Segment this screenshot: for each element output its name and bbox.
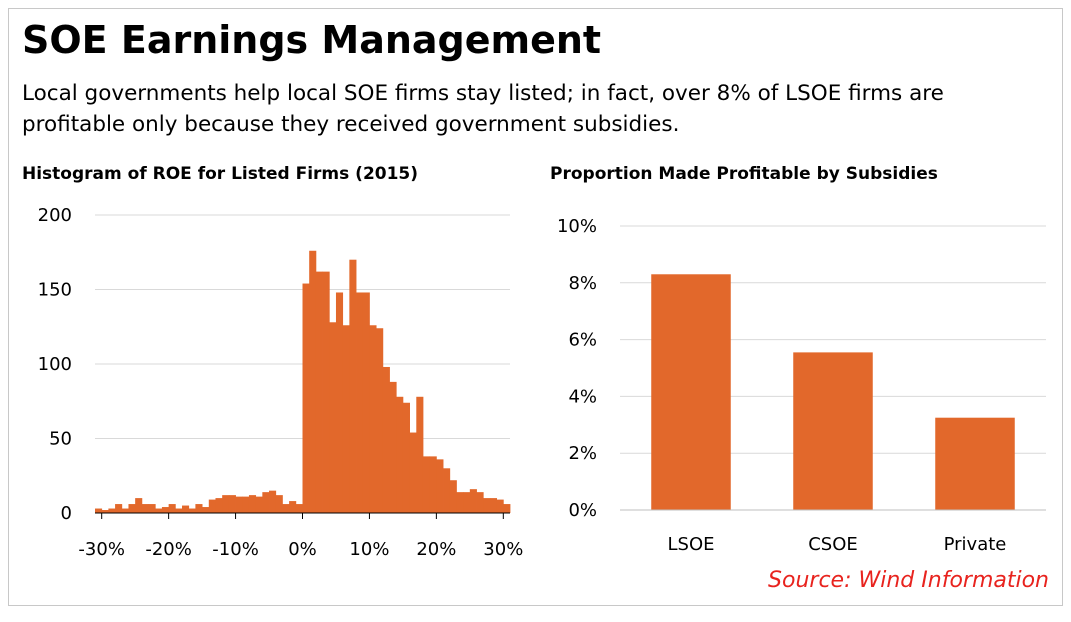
- bar-chart-category-label: LSOE: [668, 534, 715, 555]
- histogram-bar: [269, 490, 277, 513]
- histogram-bar: [469, 489, 477, 513]
- bar-chart-y-tick-label: 8%: [568, 273, 597, 294]
- histogram-bar: [309, 250, 317, 513]
- roe-histogram: 0 50 100 150 200 -30% -20% -10% 0% 10% 20% 30%: [38, 205, 524, 560]
- histogram-bar: [228, 495, 236, 513]
- histogram-x-tick-label: 0%: [288, 539, 317, 560]
- histogram-bar: [503, 504, 511, 513]
- histogram-bar: [275, 495, 283, 513]
- source-note: Source: Wind Information: [768, 568, 1049, 593]
- histogram-bar: [248, 495, 257, 513]
- histogram-title: Histogram of ROE for Listed Firms (2015): [22, 164, 419, 184]
- histogram-bar: [188, 508, 196, 513]
- histogram-bar: [195, 504, 203, 513]
- histogram-bar: [121, 508, 129, 513]
- histogram-bar: [402, 402, 410, 513]
- histogram-bar: [148, 504, 156, 513]
- histogram-bar: [463, 492, 471, 513]
- histogram-bar: [322, 271, 330, 513]
- histogram-bar: [255, 496, 263, 513]
- histogram-bar: [349, 259, 357, 513]
- histogram-bar: [335, 292, 344, 513]
- histogram-bar: [382, 366, 390, 513]
- histogram-bar: [422, 456, 431, 513]
- page-subtitle: Local governments help local SOE firms s…: [22, 81, 944, 137]
- histogram-bar: [108, 508, 116, 513]
- page-title: SOE Earnings Management: [22, 18, 602, 62]
- histogram-bar: [429, 456, 437, 513]
- histogram-bar: [443, 468, 451, 513]
- histogram-bar: [396, 396, 404, 513]
- histogram-x-tick-label: -30%: [78, 539, 125, 560]
- histogram-x-tick-label: 30%: [483, 539, 523, 560]
- histogram-y-tick-label: 150: [38, 280, 72, 301]
- bar-chart-y-tick-label: 10%: [557, 216, 597, 237]
- histogram-bar: [342, 325, 350, 513]
- histogram-bar: [262, 492, 270, 513]
- histogram-bar: [369, 325, 377, 513]
- histogram-x-tick-label: -10%: [212, 539, 259, 560]
- histogram-y-tick-label: 0: [61, 503, 72, 524]
- bar-chart-title: Proportion Made Profitable by Subsidies: [550, 164, 938, 184]
- bar-private: [935, 417, 1015, 510]
- histogram-bar: [155, 508, 163, 513]
- histogram-bar: [202, 507, 210, 513]
- histogram-bar: [416, 396, 424, 513]
- bar-chart-y-tick-label: 4%: [568, 386, 597, 407]
- bar-lsoe: [651, 274, 731, 510]
- histogram-bar: [436, 459, 444, 513]
- histogram-bar: [168, 504, 176, 513]
- histogram-x-tick-label: 20%: [416, 539, 456, 560]
- histogram-bar: [456, 492, 464, 513]
- histogram-bar: [489, 498, 498, 513]
- histogram-bar: [141, 504, 149, 513]
- histogram-bar: [315, 271, 323, 513]
- histogram-bar: [242, 496, 250, 513]
- histogram-bar: [235, 496, 243, 513]
- subsidy-bar-chart: 0% 2% 4% 6% 8% 10% LSOE CSOE Private: [557, 216, 1046, 555]
- histogram-bar: [128, 504, 136, 513]
- histogram-bar: [483, 498, 491, 513]
- histogram-bar: [302, 283, 310, 513]
- histogram-bar: [175, 508, 183, 513]
- histogram-y-tick-label: 100: [38, 354, 72, 375]
- histogram-bar: [161, 507, 170, 513]
- histogram-bar: [101, 510, 109, 513]
- bar-chart-y-tick-label: 2%: [568, 443, 597, 464]
- histogram-x-tick-label: -20%: [145, 539, 192, 560]
- histogram-bar: [389, 381, 397, 513]
- histogram-bar: [329, 322, 337, 513]
- histogram-y-tick-label: 50: [49, 429, 72, 450]
- bar-chart-y-tick-label: 6%: [568, 330, 597, 351]
- histogram-bar: [182, 505, 190, 513]
- histogram-bar: [215, 498, 223, 513]
- histogram-bar: [135, 498, 143, 513]
- bar-chart-y-tick-label: 0%: [568, 500, 597, 521]
- histogram-bar: [356, 292, 364, 513]
- histogram-bar: [295, 504, 303, 513]
- bar-chart-category-label: CSOE: [808, 534, 858, 555]
- histogram-bar: [282, 504, 290, 513]
- histogram-bar: [362, 292, 370, 513]
- histogram-bar: [289, 501, 297, 513]
- bar-csoe: [793, 352, 873, 510]
- histogram-bar: [449, 480, 457, 513]
- histogram-bar: [208, 499, 216, 513]
- histogram-bar: [409, 432, 417, 513]
- bar-chart-category-label: Private: [944, 534, 1007, 555]
- histogram-bar: [496, 499, 504, 513]
- histogram-bar: [95, 508, 103, 513]
- histogram-x-tick-label: 10%: [349, 539, 389, 560]
- histogram-bar: [476, 492, 484, 513]
- histogram-bar: [115, 504, 123, 513]
- histogram-bar: [222, 495, 230, 513]
- histogram-y-tick-label: 200: [38, 205, 72, 226]
- histogram-bar: [376, 328, 384, 513]
